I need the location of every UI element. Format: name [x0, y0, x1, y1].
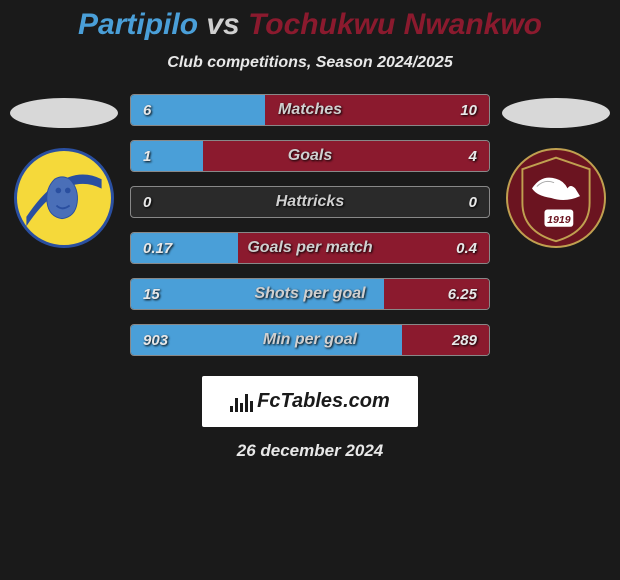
salernitana-crest-icon: 1919 — [508, 150, 604, 246]
comparison-card: Partipilo vs Tochukwu Nwankwo Club compe… — [0, 0, 620, 461]
right-side: 1919 — [496, 94, 616, 248]
brand-text: FcTables.com — [257, 390, 390, 413]
stat-label: Hattricks — [131, 187, 489, 217]
player2-crest: 1919 — [506, 148, 606, 248]
stat-row: 610Matches — [130, 94, 490, 126]
page-title: Partipilo vs Tochukwu Nwankwo — [0, 8, 620, 42]
brand-box: FcTables.com — [202, 376, 418, 427]
crest-year: 1919 — [547, 214, 571, 226]
title-vs: vs — [206, 8, 239, 41]
left-side — [4, 94, 124, 248]
stat-label: Goals — [131, 141, 489, 171]
stat-label: Matches — [131, 95, 489, 125]
frosinone-crest-icon — [17, 151, 111, 245]
date-text: 26 december 2024 — [237, 441, 384, 461]
stat-label: Goals per match — [131, 233, 489, 263]
title-player1: Partipilo — [78, 8, 198, 41]
player2-oval — [502, 98, 610, 128]
stat-row: 156.25Shots per goal — [130, 278, 490, 310]
stats-block: 610Matches 14Goals 00Hattricks 0.170.4Goals… — [124, 94, 496, 370]
player1-crest — [14, 148, 114, 248]
subtitle: Club competitions, Season 2024/2025 — [0, 54, 620, 72]
stat-row: 00Hattricks — [130, 186, 490, 218]
stat-label: Shots per goal — [131, 279, 489, 309]
stat-row: 14Goals — [130, 140, 490, 172]
main-row: 610Matches 14Goals 00Hattricks 0.170.4Goals… — [0, 94, 620, 370]
stat-row: 903289Min per goal — [130, 324, 490, 356]
stat-label: Min per goal — [131, 325, 489, 355]
stat-row: 0.170.4Goals per match — [130, 232, 490, 264]
title-player2: Tochukwu Nwankwo — [248, 8, 542, 41]
player1-oval — [10, 98, 118, 128]
footer: FcTables.com 26 december 2024 — [0, 376, 620, 461]
brand-bars-icon — [230, 392, 253, 412]
